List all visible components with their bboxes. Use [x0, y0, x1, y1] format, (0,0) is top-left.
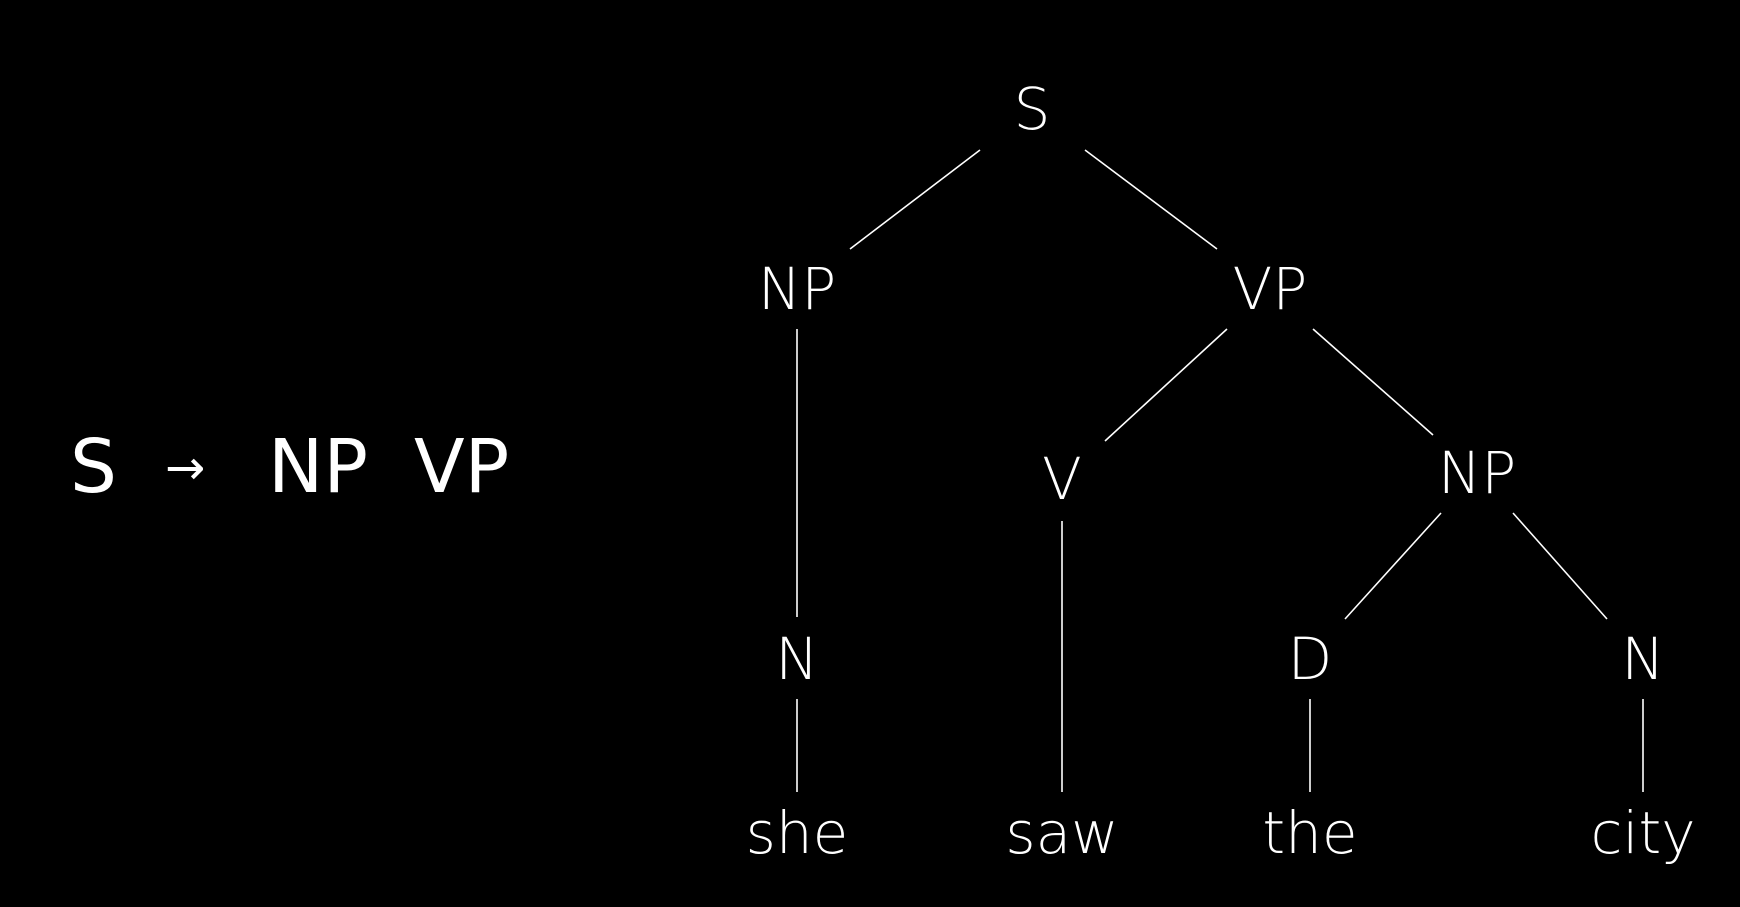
- edge-np2-to-n2: [1512, 512, 1608, 620]
- rule-rhs-vp: VP: [414, 424, 510, 510]
- node-s: S: [1014, 75, 1051, 143]
- edge-vp-to-v: [1104, 328, 1228, 442]
- node-np1: NP: [758, 255, 836, 323]
- rule-rhs-np: NP: [268, 424, 368, 510]
- word-city: city: [1590, 799, 1695, 867]
- node-d: D: [1288, 625, 1333, 693]
- node-n1: N: [775, 625, 818, 693]
- edge-s-to-vp: [1084, 149, 1218, 250]
- node-v: V: [1042, 445, 1082, 513]
- rule-arrow: →: [165, 440, 206, 496]
- edge-np2-to-d: [1344, 512, 1442, 620]
- word-she: she: [746, 799, 849, 867]
- node-np2: NP: [1438, 439, 1516, 507]
- rule-lhs: S: [70, 424, 117, 510]
- node-vp: VP: [1233, 255, 1308, 323]
- edge-s-to-np1: [849, 149, 981, 250]
- edge-vp-to-np2: [1312, 328, 1434, 436]
- word-the: the: [1262, 799, 1357, 867]
- word-saw: saw: [1005, 799, 1118, 867]
- node-n2: N: [1621, 625, 1664, 693]
- tree-edges: [796, 149, 1644, 792]
